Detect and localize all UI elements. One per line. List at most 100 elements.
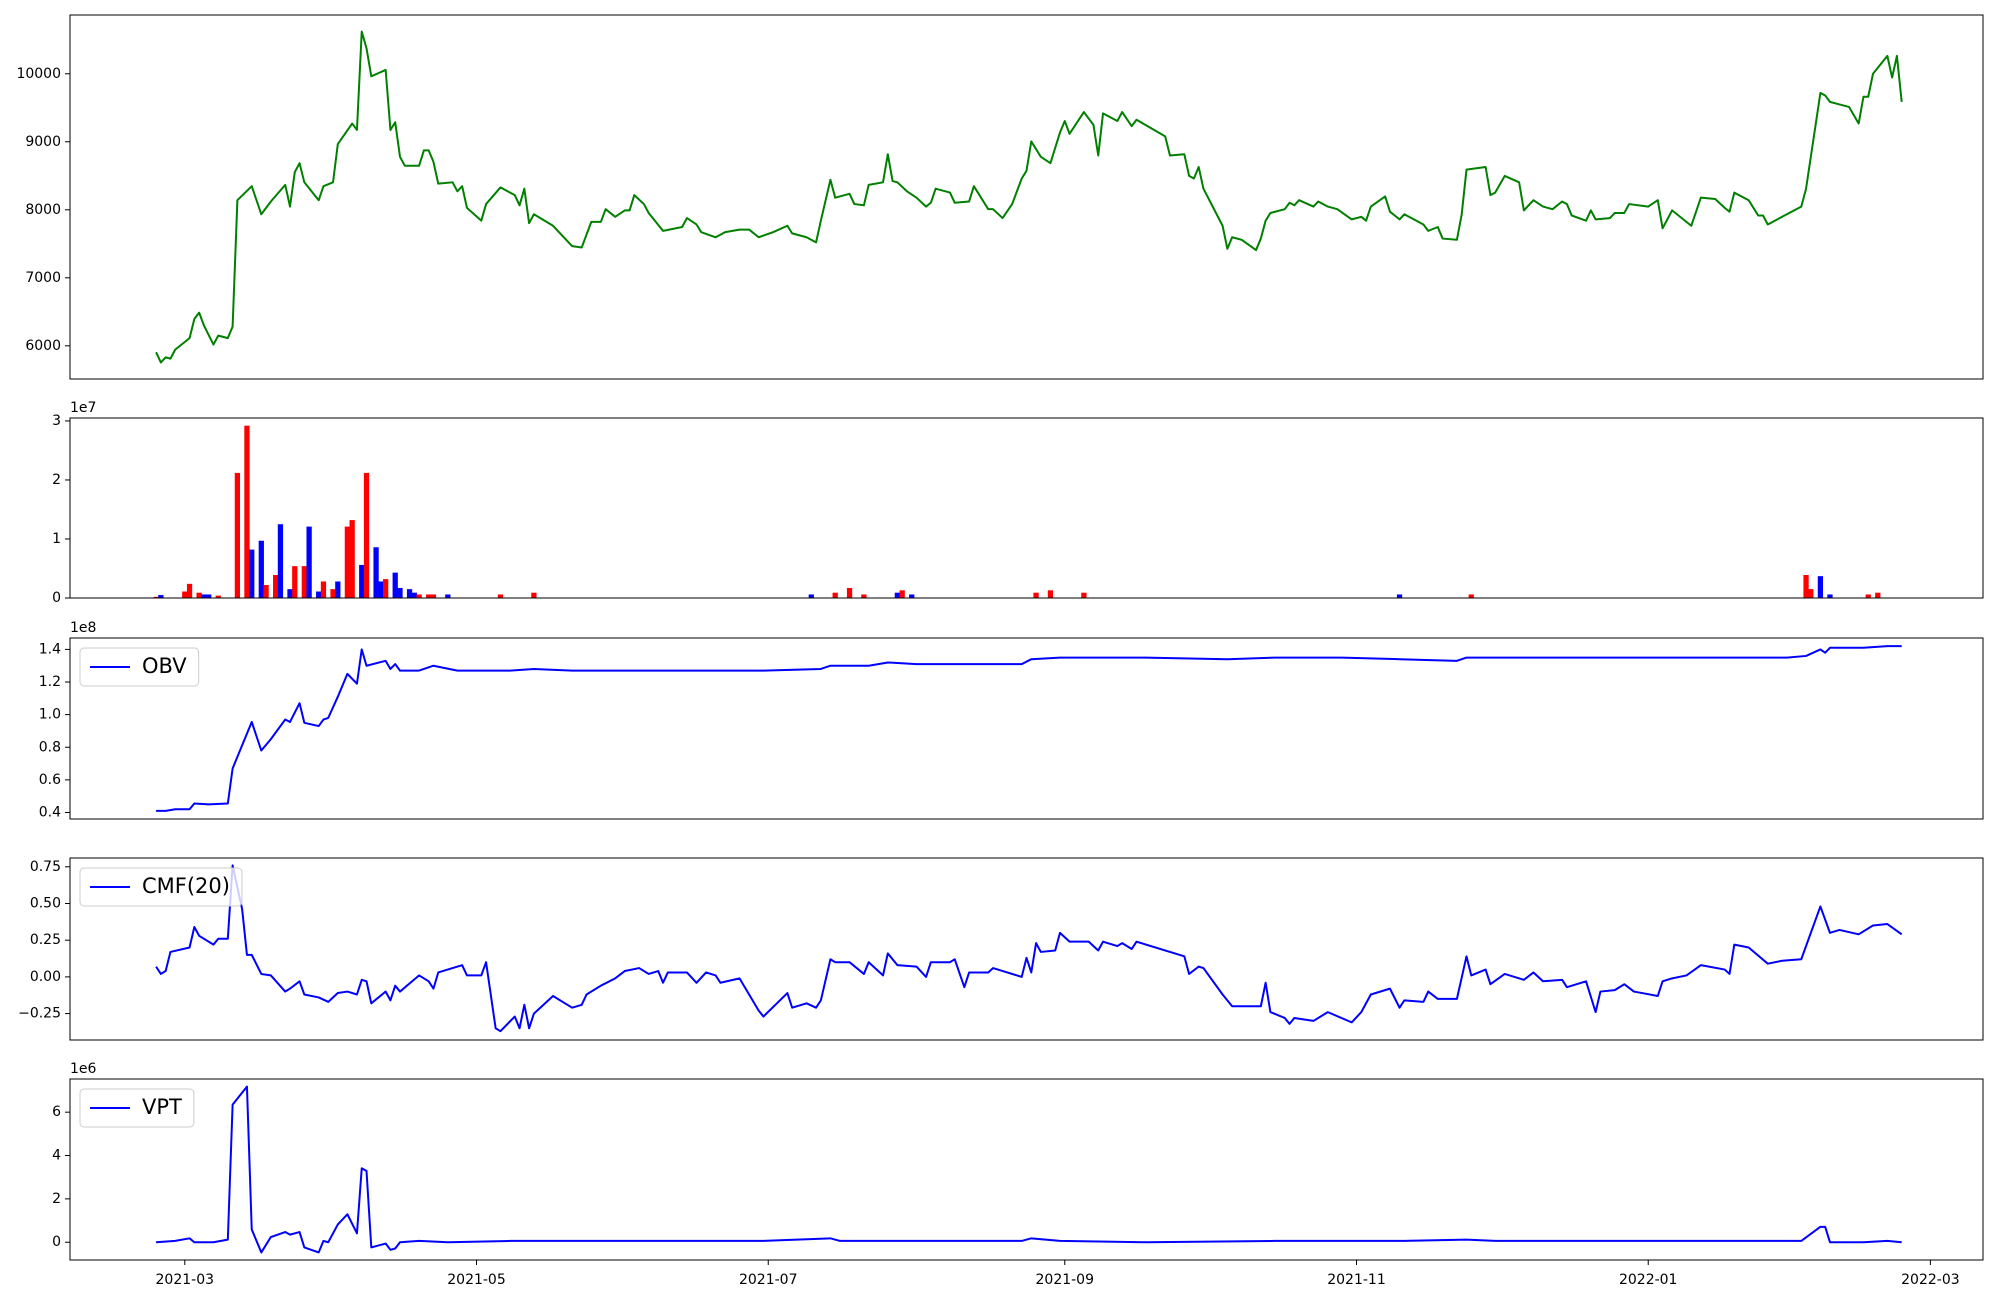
bar <box>1875 592 1881 598</box>
bar <box>397 587 403 598</box>
y-tick-label: 6000 <box>25 338 61 354</box>
bar <box>383 579 389 598</box>
y-tick-label: 2 <box>52 472 61 488</box>
bar <box>426 594 432 598</box>
bar <box>416 594 422 598</box>
bar <box>249 549 255 598</box>
bar <box>1817 576 1824 598</box>
bar <box>846 587 853 598</box>
bar <box>301 566 307 598</box>
legend <box>79 867 243 907</box>
y-tick-label: 0.8 <box>39 739 61 755</box>
bar <box>258 540 264 598</box>
bar <box>392 572 398 598</box>
axes-frame <box>69 417 1984 599</box>
bar <box>263 585 269 598</box>
x-tick-label: 2021-07 <box>739 1272 798 1288</box>
bar <box>909 594 915 598</box>
bar <box>215 595 221 598</box>
legend-label: CMF(20) <box>142 874 230 898</box>
y-tick-label: 1 <box>52 531 61 547</box>
bar <box>201 594 207 598</box>
y-tick-label: 7000 <box>25 270 61 286</box>
offset-label: 1e7 <box>70 400 96 416</box>
y-tick-label: 6 <box>52 1104 61 1120</box>
series-line <box>156 645 1902 812</box>
bar <box>153 596 159 598</box>
x-tick-label: 2022-01 <box>1619 1272 1678 1288</box>
bar <box>832 592 838 598</box>
axes-frame <box>69 637 1984 820</box>
x-tick-label: 2021-05 <box>447 1272 506 1288</box>
bar <box>287 589 293 598</box>
bar <box>894 592 901 598</box>
bar <box>330 589 336 598</box>
bar <box>1081 592 1087 598</box>
bar <box>1033 592 1039 598</box>
bar <box>1047 590 1054 598</box>
axes-frame <box>69 857 1984 1041</box>
bar <box>182 591 188 598</box>
bar <box>234 472 241 598</box>
bar <box>378 581 384 598</box>
y-tick-label: 0.00 <box>30 969 61 985</box>
y-tick-label: 9000 <box>25 134 61 150</box>
bar <box>277 524 284 598</box>
bar <box>363 472 370 598</box>
y-tick-label: 2 <box>52 1191 61 1207</box>
y-tick-label: 0 <box>52 1234 61 1250</box>
x-tick-label: 2021-09 <box>1036 1272 1095 1288</box>
legend-label: VPT <box>142 1095 182 1119</box>
bar <box>349 520 355 598</box>
bar <box>206 594 212 598</box>
series-line <box>155 30 1903 364</box>
y-tick-label: 10000 <box>16 66 61 82</box>
x-tick-label: 2022-03 <box>1901 1272 1960 1288</box>
bar <box>1827 594 1833 598</box>
legend <box>79 647 200 687</box>
bar <box>186 583 193 598</box>
bar <box>344 526 351 598</box>
bar <box>306 526 312 598</box>
bar <box>316 591 322 598</box>
bar <box>1808 589 1814 598</box>
bar <box>1803 574 1809 598</box>
y-tick-label: 3 <box>52 413 61 429</box>
y-tick-label: −0.25 <box>18 1006 61 1022</box>
bar <box>196 592 202 598</box>
bar <box>430 594 437 598</box>
bar <box>899 590 905 598</box>
y-tick-label: 0.4 <box>39 804 61 820</box>
bar <box>411 592 417 598</box>
offset-label: 1e8 <box>70 620 96 636</box>
offset-label: 1e6 <box>70 1061 97 1077</box>
bar <box>445 594 451 598</box>
bar <box>335 581 341 598</box>
y-tick-label: 4 <box>52 1148 61 1164</box>
bar <box>406 589 413 598</box>
bar <box>1865 594 1871 598</box>
y-tick-label: 0.6 <box>39 772 61 788</box>
bar <box>1468 594 1474 598</box>
bar <box>861 594 867 598</box>
bar <box>292 566 298 598</box>
axes-frame <box>69 1078 1984 1261</box>
y-tick-label: 0.50 <box>30 896 61 912</box>
x-tick-label: 2021-03 <box>156 1272 215 1288</box>
y-tick-label: 8000 <box>25 202 61 218</box>
y-tick-label: 0.75 <box>30 859 61 875</box>
series-line <box>156 1085 1902 1254</box>
series-line <box>155 864 1903 1033</box>
bar <box>320 581 327 598</box>
bar <box>1396 594 1403 598</box>
y-tick-label: 1.0 <box>39 707 61 723</box>
legend <box>79 1088 195 1128</box>
bar <box>531 592 537 598</box>
y-tick-label: 1.2 <box>39 674 61 690</box>
bar <box>158 595 164 598</box>
y-tick-label: 0 <box>52 590 61 606</box>
y-tick-label: 0.25 <box>30 932 61 948</box>
